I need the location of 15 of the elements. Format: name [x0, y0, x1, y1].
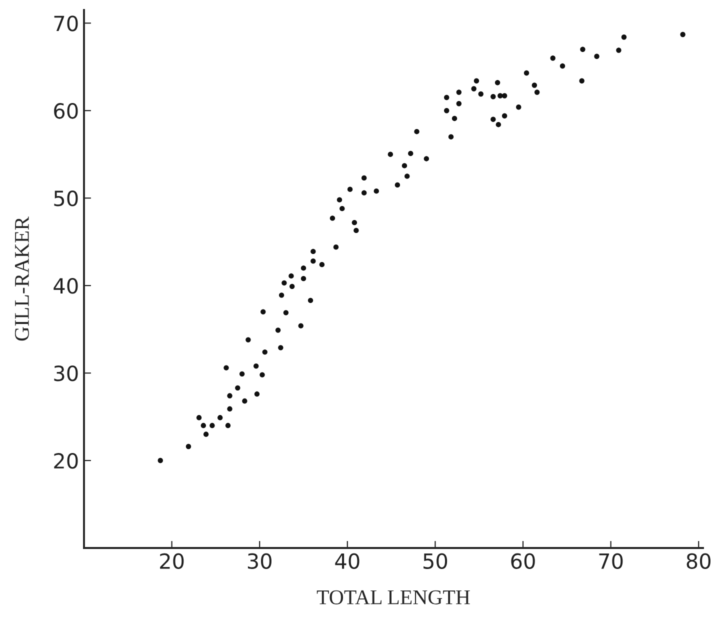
y-tick-label: 60 — [54, 103, 78, 119]
y-tick-label: 40 — [54, 278, 78, 294]
y-tick-label: 20 — [54, 452, 78, 469]
x-tick-label: 60 — [511, 553, 535, 569]
x-tick-label: 70 — [599, 553, 623, 569]
x-tick-label: 20 — [160, 553, 184, 569]
x-tick-label: 30 — [248, 553, 272, 569]
x-tick-label: 50 — [424, 553, 448, 569]
y-tick-label: 30 — [54, 365, 78, 382]
x-tick-label: 80 — [686, 553, 710, 569]
y-axis-title: GILL-RAKER — [14, 216, 29, 341]
y-tick-label: 50 — [54, 190, 78, 206]
x-tick-label: 40 — [335, 553, 360, 569]
y-tick-label: 70 — [54, 16, 78, 32]
x-axis-title: TOTAL LENGTH — [316, 590, 470, 604]
